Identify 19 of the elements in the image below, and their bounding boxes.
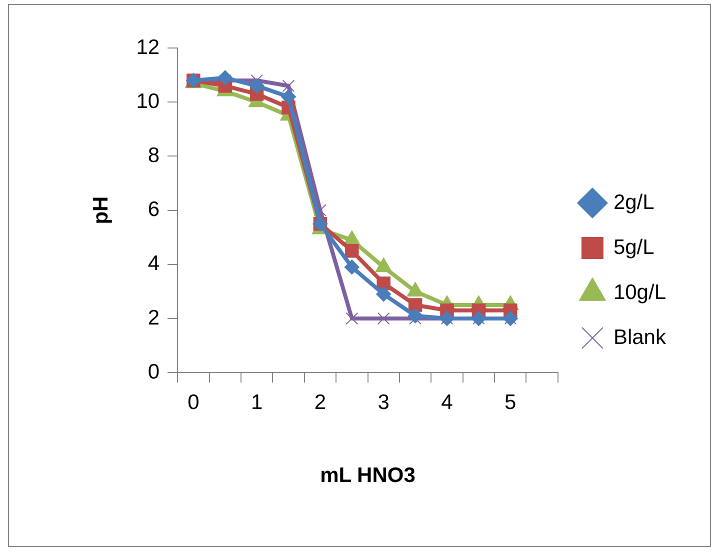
y-tick-label: 8 [148,144,160,167]
y-tick-label: 0 [148,360,160,384]
x-tick-label: 4 [441,390,454,414]
x-tick-label: 5 [504,390,516,414]
y-tick-label: 4 [148,252,160,276]
legend-label: 2g/L [613,190,654,214]
legend-label: 10g/L [613,280,666,304]
x-tick-label: 1 [250,390,263,414]
legend-label: Blank [613,326,666,349]
legend-label: 5g/L [613,236,654,259]
y-tick-label: 6 [148,198,160,222]
y-tick-label: 12 [136,36,160,59]
y-tick-label: 2 [148,306,160,330]
x-tick-label: 2 [314,390,326,414]
x-axis-title: mL HNO3 [320,464,416,488]
y-tick-label: 10 [136,90,160,113]
y-axis-title: pH [89,196,112,224]
x-tick-label: 0 [188,390,200,414]
x-tick-label: 3 [378,390,390,414]
